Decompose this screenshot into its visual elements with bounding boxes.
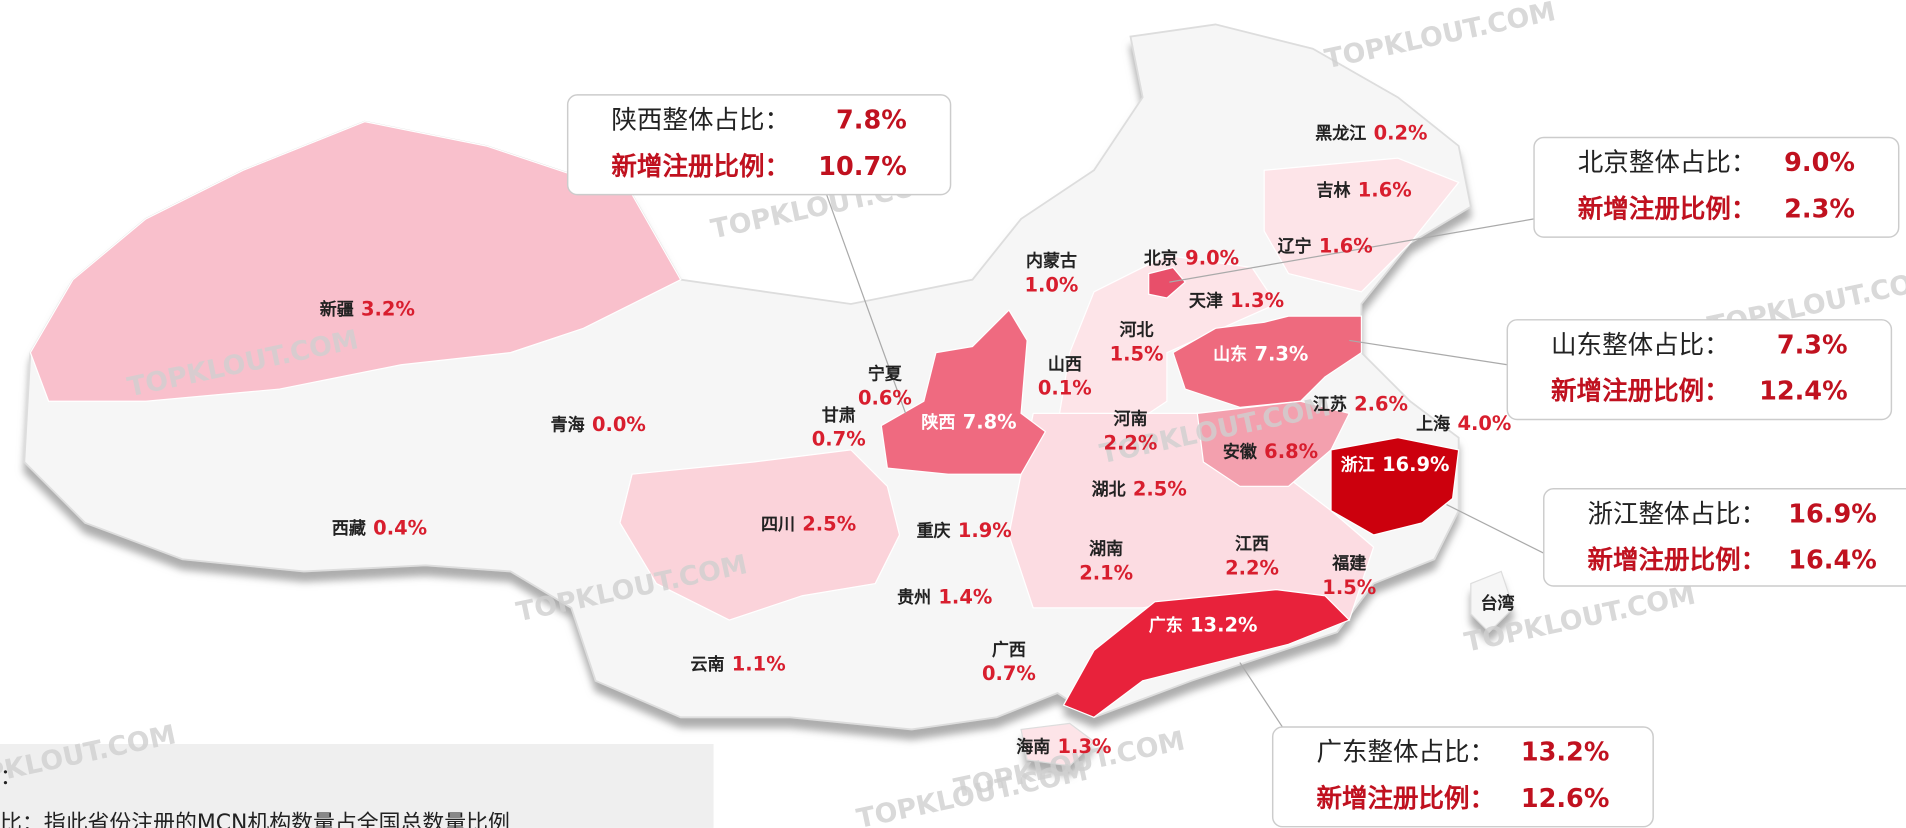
province-name: 北京 <box>1144 248 1178 269</box>
callout-share: 16.9% <box>1788 499 1877 529</box>
province-name: 甘肃 <box>822 405 856 426</box>
province-share: 0.4% <box>373 516 427 539</box>
province-share: 1.3% <box>1058 735 1112 758</box>
leader-line <box>1349 340 1507 364</box>
province-share: 0.7% <box>982 662 1036 685</box>
province-share: 2.6% <box>1354 392 1408 415</box>
callout-title: 广东整体占比： <box>1316 738 1495 768</box>
province-name: 海南 <box>1016 737 1050 758</box>
province-share: 1.9% <box>958 519 1012 542</box>
note-line: 比：指此省份注册的MCN机构数量占全国总数量比例 <box>0 811 510 828</box>
province-name: 安徽 <box>1223 441 1258 462</box>
province-share: 2.2% <box>1225 556 1279 579</box>
callout-share: 7.8% <box>836 106 907 136</box>
province-share: 3.2% <box>361 298 415 321</box>
province-share: 6.8% <box>1264 440 1318 463</box>
province-share: 1.3% <box>1230 289 1284 312</box>
province-name: 广西 <box>992 639 1026 660</box>
province-share: 4.0% <box>1457 412 1511 435</box>
province-name: 青海 <box>551 415 585 436</box>
province-share: 7.3% <box>1254 343 1308 366</box>
province-share: 1.0% <box>1024 273 1078 296</box>
province-share: 1.6% <box>1358 178 1412 201</box>
province-name: 台湾 <box>1481 593 1515 614</box>
province-name: 云南 <box>690 654 724 675</box>
callout-new-label: 新增注册比例： <box>611 152 790 182</box>
province-name: 广东 <box>1149 615 1183 636</box>
province-name: 山东 <box>1213 344 1247 365</box>
province-name: 新疆 <box>320 299 354 320</box>
province-name: 山西 <box>1048 355 1082 375</box>
province-name: 上海 <box>1416 413 1450 434</box>
province-name: 天津 <box>1189 291 1223 312</box>
callout-title: 北京整体占比： <box>1578 148 1757 178</box>
leader-line <box>1447 505 1544 554</box>
province-name: 吉林 <box>1316 180 1350 201</box>
callout-share: 9.0% <box>1784 148 1855 178</box>
province-name: 黑龙江 <box>1315 123 1366 144</box>
province-name: 江苏 <box>1313 394 1347 415</box>
callout-new-share: 10.7% <box>818 152 907 182</box>
province-name: 内蒙古 <box>1026 250 1077 271</box>
province-share: 2.2% <box>1104 431 1158 454</box>
province-name: 福建 <box>1331 553 1366 574</box>
province-name: 湖南 <box>1089 539 1123 560</box>
callout-new-share: 2.3% <box>1784 194 1855 224</box>
callout-new-label: 新增注册比例： <box>1316 784 1495 814</box>
province-name: 西藏 <box>332 519 366 539</box>
province-share: 0.0% <box>592 413 646 436</box>
callout-title: 陕西整体占比： <box>611 106 790 136</box>
note-line: ： <box>0 765 22 790</box>
province-name: 宁夏 <box>868 363 903 384</box>
province-share: 1.5% <box>1322 576 1376 599</box>
map: TOPKLOUT.COMTOPKLOUT.COMTOPKLOUT.COMTOPK… <box>0 0 1906 828</box>
province-name: 辽宁 <box>1278 236 1312 257</box>
province-share: 2.5% <box>802 513 856 536</box>
province-name: 江西 <box>1235 535 1269 555</box>
province-name: 陕西 <box>921 412 955 433</box>
callout-new-share: 12.6% <box>1521 784 1610 814</box>
province-name: 贵州 <box>897 587 931 608</box>
province-name: 四川 <box>761 515 795 535</box>
province-share: 1.5% <box>1110 343 1164 366</box>
province-share: 0.1% <box>1038 377 1092 400</box>
province-name: 浙江 <box>1341 455 1375 476</box>
province-name: 湖北 <box>1092 480 1126 500</box>
page: {"map": {"provinces": [ {"name": "新疆", "… <box>0 0 1906 828</box>
province-share: 9.0% <box>1185 247 1239 270</box>
callout-new-label: 新增注册比例： <box>1551 377 1730 407</box>
province-share: 1.6% <box>1319 234 1373 257</box>
province-share: 13.2% <box>1190 614 1257 637</box>
callout-title: 山东整体占比： <box>1551 331 1730 361</box>
callout-new-share: 12.4% <box>1759 377 1848 407</box>
province-share: 16.9% <box>1382 453 1449 476</box>
province-share: 0.7% <box>812 428 866 451</box>
callout-title: 浙江整体占比： <box>1588 499 1767 529</box>
province-name: 河北 <box>1120 321 1154 341</box>
province-share: 1.4% <box>938 586 992 609</box>
watermark: TOPKLOUT.COM <box>1322 0 1558 75</box>
province-share: 0.6% <box>858 386 912 409</box>
province-share: 2.1% <box>1079 561 1133 584</box>
callout-share: 7.3% <box>1777 331 1848 361</box>
province-share: 7.8% <box>963 411 1017 434</box>
province-name: 重庆 <box>917 520 951 541</box>
callout-share: 13.2% <box>1521 738 1610 768</box>
leader-line <box>1240 663 1283 727</box>
callout-new-label: 新增注册比例： <box>1578 194 1757 224</box>
callout-new-share: 16.4% <box>1788 546 1877 576</box>
province-share: 1.1% <box>732 653 786 676</box>
province-share: 2.5% <box>1133 477 1187 500</box>
callout-new-label: 新增注册比例： <box>1588 546 1767 576</box>
province-share: 0.2% <box>1374 121 1428 144</box>
province-name: 河南 <box>1113 408 1147 429</box>
